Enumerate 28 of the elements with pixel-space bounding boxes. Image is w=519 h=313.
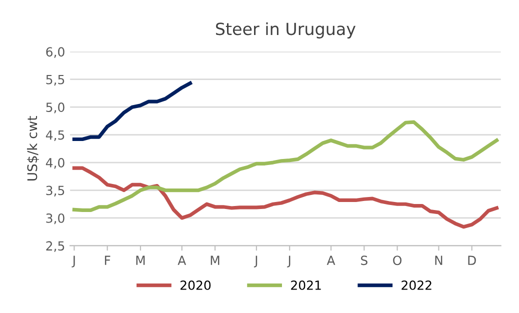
x-tick-label: A xyxy=(178,256,186,265)
chart-title: Steer in Uruguay xyxy=(216,22,356,38)
x-tick-label: O xyxy=(393,256,402,266)
legend-label: 2020 xyxy=(180,280,211,290)
x-tick-label: S xyxy=(361,256,368,266)
x-tick-label: F xyxy=(104,256,110,265)
x-tick-label: N xyxy=(435,256,442,265)
line-series xyxy=(72,166,498,229)
y-tick-label: 5,0 xyxy=(46,102,64,114)
line-series xyxy=(72,120,498,212)
y-tick-label: 4,5 xyxy=(46,130,64,142)
y-tick-label: 3,0 xyxy=(46,213,64,224)
x-tick-label: J xyxy=(254,256,258,268)
x-tick-label: A xyxy=(326,256,336,265)
x-tick-label: M xyxy=(136,256,145,265)
x-tick-label: M xyxy=(210,256,220,265)
x-tick-label: J xyxy=(287,256,290,268)
x-tick-label: J xyxy=(72,256,75,268)
y-tick-label: 3,5 xyxy=(46,186,64,196)
y-tick-label: 6,0 xyxy=(46,47,64,58)
line-series xyxy=(72,81,192,142)
y-axis-title: US$/k cwt xyxy=(27,116,39,180)
legend-label: 2021 xyxy=(291,280,321,290)
legend-label: 2022 xyxy=(402,280,432,290)
x-tick-label: D xyxy=(468,256,476,265)
y-tick-label: 4,0 xyxy=(46,158,64,169)
y-tick-label: 2,5 xyxy=(46,241,64,252)
y-tick-label: 5,5 xyxy=(46,75,64,86)
